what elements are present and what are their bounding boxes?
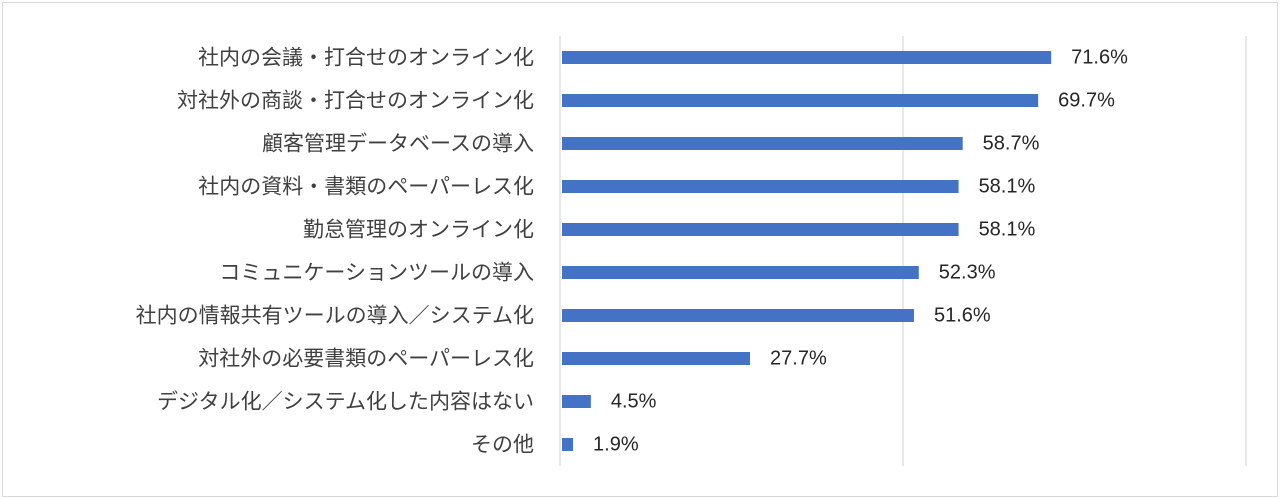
value-label: 58.1% bbox=[979, 219, 1036, 241]
category-label: デジタル化／システム化した内容はない bbox=[157, 390, 534, 414]
category-label: 顧客管理データベースの導入 bbox=[262, 132, 534, 156]
value-label: 58.7% bbox=[983, 133, 1040, 155]
bar bbox=[562, 94, 1039, 107]
category-label: 対社外の必要書類のペーパーレス化 bbox=[198, 347, 534, 371]
bar bbox=[562, 223, 959, 236]
value-label: 71.6% bbox=[1071, 47, 1128, 69]
value-label: 4.5% bbox=[611, 391, 657, 413]
category-label: 社内の資料・書類のペーパーレス化 bbox=[198, 175, 534, 199]
value-label: 52.3% bbox=[939, 262, 996, 284]
value-label: 51.6% bbox=[934, 305, 991, 327]
bar bbox=[562, 395, 591, 408]
value-label: 69.7% bbox=[1058, 90, 1115, 112]
category-label: コミュニケーションツールの導入 bbox=[219, 261, 534, 285]
bar bbox=[562, 309, 914, 322]
category-label: 勤怠管理のオンライン化 bbox=[303, 218, 534, 242]
value-label: 27.7% bbox=[770, 348, 827, 370]
value-label: 1.9% bbox=[593, 434, 639, 456]
bar bbox=[562, 266, 919, 279]
bar bbox=[562, 352, 751, 365]
value-label: 58.1% bbox=[979, 176, 1036, 198]
category-label: 社内の情報共有ツールの導入／システム化 bbox=[136, 304, 534, 328]
category-label: 社内の会議・打合せのオンライン化 bbox=[198, 46, 534, 70]
category-label: 対社外の商談・打合せのオンライン化 bbox=[177, 89, 534, 113]
bar bbox=[562, 438, 574, 451]
bar bbox=[562, 51, 1052, 64]
bar-chart: 社内の会議・打合せのオンライン化 71.6% 対社外の商談・打合せのオンライン化 69… bbox=[136, 36, 1247, 466]
bar bbox=[562, 180, 959, 193]
category-label: その他 bbox=[471, 433, 534, 457]
bar bbox=[562, 137, 963, 150]
